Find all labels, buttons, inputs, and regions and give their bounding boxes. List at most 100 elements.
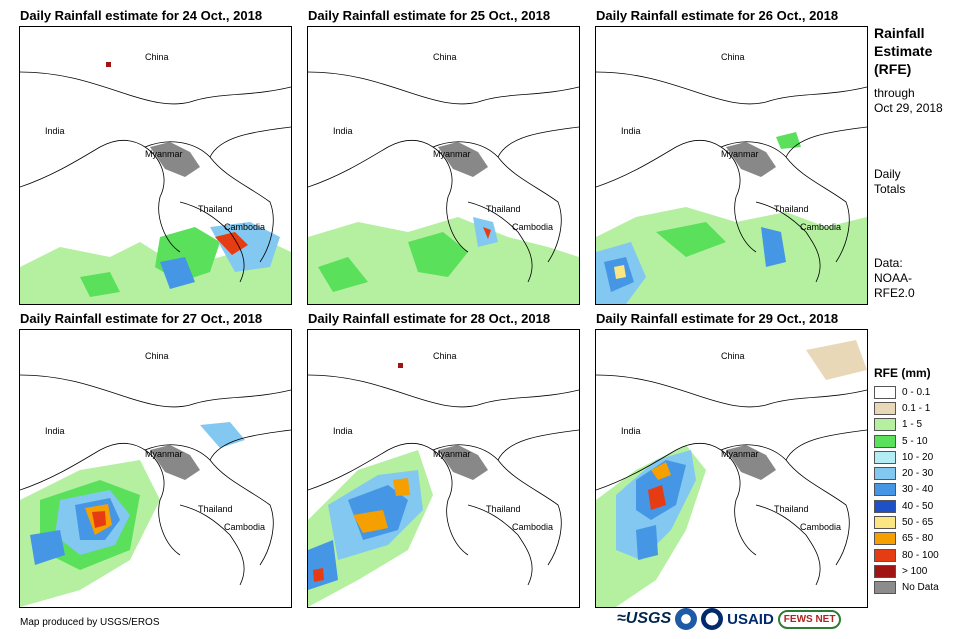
legend-item: No Data <box>874 580 939 596</box>
legend-label: 20 - 30 <box>902 468 934 480</box>
data-source-line2: RFE2.0 <box>874 286 915 300</box>
no-data-terrain <box>438 142 488 177</box>
legend: 0 - 0.1 0.1 - 1 1 - 5 5 - 10 10 - 20 20 … <box>874 384 939 596</box>
label-thailand: Thailand <box>198 204 233 214</box>
country-borders <box>308 71 579 283</box>
label-india: India <box>621 426 641 436</box>
legend-label: 30 - 40 <box>902 484 934 496</box>
rain-cells <box>20 62 291 304</box>
legend-item: 0.1 - 1 <box>874 400 939 416</box>
no-data-terrain <box>726 445 776 480</box>
panel-title-27oct: Daily Rainfall estimate for 27 Oct., 201… <box>20 311 263 326</box>
daily-label: Daily <box>874 167 901 181</box>
legend-swatch <box>874 418 896 432</box>
panel-title-29oct: Daily Rainfall estimate for 29 Oct., 201… <box>596 311 839 326</box>
label-cambodia: Cambodia <box>224 522 265 532</box>
legend-item: 0 - 0.1 <box>874 384 939 400</box>
legend-label: 1 - 5 <box>902 419 923 431</box>
legend-swatch <box>874 564 896 578</box>
country-borders <box>308 374 579 586</box>
panel-title-25oct: Daily Rainfall estimate for 25 Oct., 201… <box>308 8 551 23</box>
rain-cells <box>20 422 245 607</box>
date-label: Oct 29, 2018 <box>874 101 943 115</box>
data-source-line1: NOAA- <box>874 271 913 285</box>
legend-swatch <box>874 499 896 513</box>
label-china: China <box>433 351 457 361</box>
label-india: India <box>333 126 353 136</box>
label-cambodia: Cambodia <box>512 522 553 532</box>
sidebar-title-line1: Rainfall <box>874 25 925 41</box>
sidebar-title-line3: (RFE) <box>874 61 912 77</box>
rainfall-map-24oct: China India Myanmar Thailand Cambodia <box>19 26 292 305</box>
label-china: China <box>721 52 745 62</box>
legend-swatch <box>874 467 896 481</box>
noaa-logo <box>675 608 698 630</box>
country-borders <box>20 374 291 586</box>
through-label: through <box>874 86 915 100</box>
daily-totals: Daily Totals <box>874 167 905 197</box>
label-myanmar: Myanmar <box>433 449 471 459</box>
label-india: India <box>45 426 65 436</box>
legend-label: 50 - 65 <box>902 517 934 529</box>
panel-title-26oct: Daily Rainfall estimate for 26 Oct., 201… <box>596 8 839 23</box>
no-data-terrain <box>150 142 200 177</box>
sidebar-title: Rainfall Estimate (RFE) <box>874 24 932 78</box>
legend-item: 10 - 20 <box>874 449 939 465</box>
legend-label: 80 - 100 <box>902 549 939 561</box>
label-myanmar: Myanmar <box>721 149 759 159</box>
label-india: India <box>45 126 65 136</box>
no-data-terrain <box>150 445 200 480</box>
legend-swatch <box>874 401 896 415</box>
label-thailand: Thailand <box>486 504 521 514</box>
label-china: China <box>145 52 169 62</box>
legend-label: > 100 <box>902 565 928 577</box>
legend-item: 30 - 40 <box>874 482 939 498</box>
legend-item: 20 - 30 <box>874 465 939 481</box>
label-china: China <box>721 351 745 361</box>
label-myanmar: Myanmar <box>433 149 471 159</box>
rainfall-map-26oct: China India Myanmar Thailand Cambodia <box>595 26 868 305</box>
label-cambodia: Cambodia <box>512 222 553 232</box>
legend-label: 0.1 - 1 <box>902 402 931 414</box>
legend-label: 5 - 10 <box>902 435 928 447</box>
totals-label: Totals <box>874 182 906 196</box>
label-myanmar: Myanmar <box>145 449 183 459</box>
label-india: India <box>621 126 641 136</box>
legend-label: 0 - 0.1 <box>902 386 931 398</box>
legend-swatch <box>874 532 896 546</box>
legend-item: 50 - 65 <box>874 514 939 530</box>
legend-swatch <box>874 548 896 562</box>
rainfall-map-25oct: China India Myanmar Thailand Cambodia <box>307 26 580 305</box>
rainfall-map-29oct: China India Myanmar Thailand Cambodia <box>595 329 868 608</box>
legend-label: 65 - 80 <box>902 533 934 545</box>
rain-cells <box>596 132 867 304</box>
fews-net-logo: FEWS NET <box>777 609 842 629</box>
legend-swatch <box>874 581 896 595</box>
legend-swatch <box>874 483 896 497</box>
label-myanmar: Myanmar <box>721 449 759 459</box>
label-india: India <box>333 426 353 436</box>
label-cambodia: Cambodia <box>224 222 265 232</box>
map-credit: Map produced by USGS/EROS <box>20 617 160 628</box>
country-borders <box>20 71 291 283</box>
rain-cells <box>308 363 433 607</box>
legend-title: RFE (mm) <box>874 366 931 380</box>
usaid-seal-icon <box>701 608 724 630</box>
data-label: Data: <box>874 256 903 270</box>
label-china: China <box>145 351 169 361</box>
sidebar-title-line2: Estimate <box>874 43 933 59</box>
label-china: China <box>433 52 457 62</box>
panel-title-28oct: Daily Rainfall estimate for 28 Oct., 201… <box>308 311 551 326</box>
no-data-terrain <box>438 445 488 480</box>
rainfall-map-28oct: China India Myanmar Thailand Cambodia <box>307 329 580 608</box>
label-thailand: Thailand <box>486 204 521 214</box>
label-thailand: Thailand <box>774 204 809 214</box>
legend-label: 10 - 20 <box>902 451 934 463</box>
usaid-logo: USAID <box>727 610 774 628</box>
rain-cells <box>596 340 867 607</box>
label-cambodia: Cambodia <box>800 522 841 532</box>
legend-item: > 100 <box>874 563 939 579</box>
legend-item: 5 - 10 <box>874 433 939 449</box>
through-date: through Oct 29, 2018 <box>874 86 943 116</box>
legend-swatch <box>874 434 896 448</box>
